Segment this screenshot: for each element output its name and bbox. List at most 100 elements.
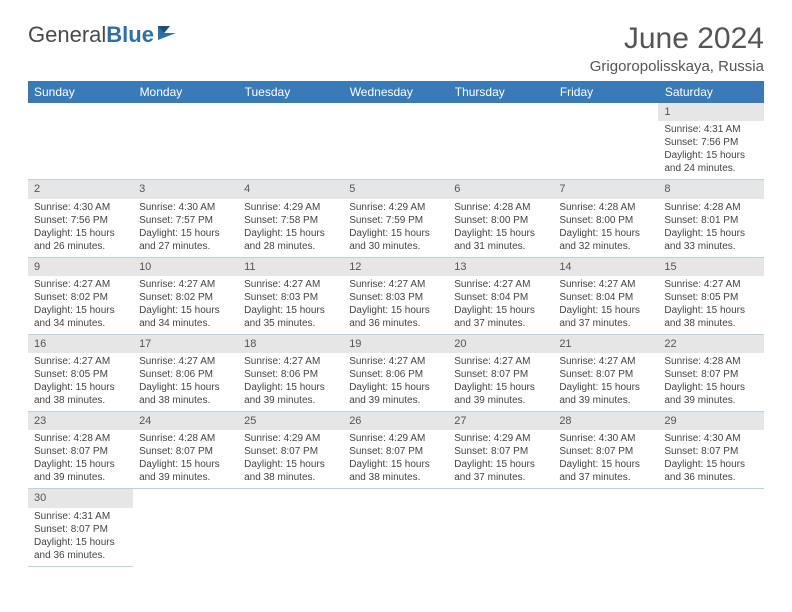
day-info-line: Sunset: 8:06 PM xyxy=(139,368,232,381)
day-number-cell xyxy=(28,103,133,121)
day-info-line: Sunrise: 4:27 AM xyxy=(454,278,547,291)
day-info-line: Sunrise: 4:28 AM xyxy=(559,201,652,214)
day-number-cell: 22 xyxy=(658,334,763,353)
day-info-line: Daylight: 15 hours xyxy=(664,149,757,162)
day-info-line: and 37 minutes. xyxy=(454,317,547,330)
day-info-line: Daylight: 15 hours xyxy=(34,536,127,549)
weekday-header-row: Sunday Monday Tuesday Wednesday Thursday… xyxy=(28,81,764,103)
day-info-line: Sunset: 7:57 PM xyxy=(139,214,232,227)
day-info-line: Daylight: 15 hours xyxy=(139,458,232,471)
weekday-header: Wednesday xyxy=(343,81,448,103)
location: Grigoropolisskaya, Russia xyxy=(590,58,764,75)
content-row: Sunrise: 4:27 AMSunset: 8:02 PMDaylight:… xyxy=(28,276,764,335)
weekday-header: Friday xyxy=(553,81,658,103)
day-number-cell xyxy=(238,103,343,121)
logo-text-a: General xyxy=(28,22,106,48)
day-info-line: Sunrise: 4:30 AM xyxy=(664,432,757,445)
day-info-line: Daylight: 15 hours xyxy=(454,227,547,240)
logo-text-b: Blue xyxy=(106,22,154,48)
weekday-header: Thursday xyxy=(448,81,553,103)
day-info-line: Sunset: 8:00 PM xyxy=(454,214,547,227)
day-info-line: Daylight: 15 hours xyxy=(454,458,547,471)
day-info-line: Daylight: 15 hours xyxy=(349,227,442,240)
day-info-line: and 39 minutes. xyxy=(139,471,232,484)
day-number-cell: 2 xyxy=(28,180,133,199)
day-info-line: Sunrise: 4:27 AM xyxy=(139,355,232,368)
day-content-cell: Sunrise: 4:27 AMSunset: 8:02 PMDaylight:… xyxy=(28,276,133,335)
day-number-cell xyxy=(553,489,658,508)
day-info-line: Sunset: 8:06 PM xyxy=(244,368,337,381)
day-info-line: Sunrise: 4:27 AM xyxy=(34,355,127,368)
day-content-cell xyxy=(343,121,448,180)
day-info-line: Sunrise: 4:29 AM xyxy=(244,432,337,445)
day-info-line: Sunset: 8:05 PM xyxy=(34,368,127,381)
day-info-line: Sunset: 8:07 PM xyxy=(34,523,127,536)
day-info-line: Sunrise: 4:27 AM xyxy=(349,355,442,368)
day-info-line: and 24 minutes. xyxy=(664,162,757,175)
day-content-cell: Sunrise: 4:30 AMSunset: 7:56 PMDaylight:… xyxy=(28,199,133,258)
day-number-cell: 7 xyxy=(553,180,658,199)
weekday-header: Sunday xyxy=(28,81,133,103)
day-content-cell: Sunrise: 4:27 AMSunset: 8:06 PMDaylight:… xyxy=(133,353,238,412)
day-content-cell xyxy=(28,121,133,180)
day-info-line: Daylight: 15 hours xyxy=(349,458,442,471)
day-info-line: Sunrise: 4:31 AM xyxy=(664,123,757,136)
day-content-cell: Sunrise: 4:29 AMSunset: 8:07 PMDaylight:… xyxy=(448,430,553,489)
header: GeneralBlue June 2024 Grigoropolisskaya,… xyxy=(28,22,764,75)
day-info-line: Sunset: 8:07 PM xyxy=(454,368,547,381)
day-info-line: Sunrise: 4:27 AM xyxy=(559,355,652,368)
daynum-row: 23242526272829 xyxy=(28,412,764,431)
day-content-cell: Sunrise: 4:29 AMSunset: 7:58 PMDaylight:… xyxy=(238,199,343,258)
day-info-line: and 36 minutes. xyxy=(349,317,442,330)
day-number-cell xyxy=(238,489,343,508)
day-number-cell: 18 xyxy=(238,334,343,353)
day-content-cell: Sunrise: 4:27 AMSunset: 8:05 PMDaylight:… xyxy=(28,353,133,412)
day-info-line: Daylight: 15 hours xyxy=(34,381,127,394)
day-info-line: and 30 minutes. xyxy=(349,240,442,253)
daynum-row: 30 xyxy=(28,489,764,508)
day-info-line: Sunset: 8:03 PM xyxy=(244,291,337,304)
day-info-line: and 28 minutes. xyxy=(244,240,337,253)
day-content-cell: Sunrise: 4:27 AMSunset: 8:04 PMDaylight:… xyxy=(553,276,658,335)
day-info-line: Sunrise: 4:29 AM xyxy=(454,432,547,445)
day-info-line: Sunrise: 4:31 AM xyxy=(34,510,127,523)
day-info-line: Sunrise: 4:27 AM xyxy=(664,278,757,291)
day-content-cell: Sunrise: 4:28 AMSunset: 8:00 PMDaylight:… xyxy=(553,199,658,258)
day-content-cell xyxy=(658,508,763,567)
day-number-cell: 6 xyxy=(448,180,553,199)
day-content-cell xyxy=(448,508,553,567)
day-number-cell: 16 xyxy=(28,334,133,353)
day-info-line: Daylight: 15 hours xyxy=(244,458,337,471)
day-number-cell xyxy=(343,103,448,121)
day-number-cell: 11 xyxy=(238,257,343,276)
day-content-cell: Sunrise: 4:28 AMSunset: 8:07 PMDaylight:… xyxy=(28,430,133,489)
day-content-cell: Sunrise: 4:29 AMSunset: 8:07 PMDaylight:… xyxy=(343,430,448,489)
day-info-line: Sunset: 8:07 PM xyxy=(139,445,232,458)
day-info-line: Daylight: 15 hours xyxy=(664,381,757,394)
day-content-cell xyxy=(553,121,658,180)
logo: GeneralBlue xyxy=(28,22,182,48)
month-title: June 2024 xyxy=(590,22,764,56)
day-info-line: Daylight: 15 hours xyxy=(34,304,127,317)
day-info-line: Sunset: 8:05 PM xyxy=(664,291,757,304)
day-info-line: Daylight: 15 hours xyxy=(139,304,232,317)
day-info-line: Daylight: 15 hours xyxy=(34,227,127,240)
day-info-line: and 36 minutes. xyxy=(664,471,757,484)
day-number-cell: 28 xyxy=(553,412,658,431)
day-info-line: Sunrise: 4:28 AM xyxy=(664,201,757,214)
weekday-header: Monday xyxy=(133,81,238,103)
weekday-header: Saturday xyxy=(658,81,763,103)
day-content-cell: Sunrise: 4:27 AMSunset: 8:07 PMDaylight:… xyxy=(448,353,553,412)
day-info-line: Sunset: 8:01 PM xyxy=(664,214,757,227)
day-info-line: and 38 minutes. xyxy=(244,471,337,484)
day-info-line: Sunrise: 4:30 AM xyxy=(34,201,127,214)
day-info-line: and 34 minutes. xyxy=(139,317,232,330)
day-info-line: Sunset: 8:04 PM xyxy=(559,291,652,304)
day-number-cell: 13 xyxy=(448,257,553,276)
day-content-cell: Sunrise: 4:27 AMSunset: 8:06 PMDaylight:… xyxy=(238,353,343,412)
day-content-cell: Sunrise: 4:30 AMSunset: 7:57 PMDaylight:… xyxy=(133,199,238,258)
day-info-line: Sunrise: 4:27 AM xyxy=(34,278,127,291)
weekday-header: Tuesday xyxy=(238,81,343,103)
day-content-cell: Sunrise: 4:27 AMSunset: 8:06 PMDaylight:… xyxy=(343,353,448,412)
day-info-line: and 33 minutes. xyxy=(664,240,757,253)
